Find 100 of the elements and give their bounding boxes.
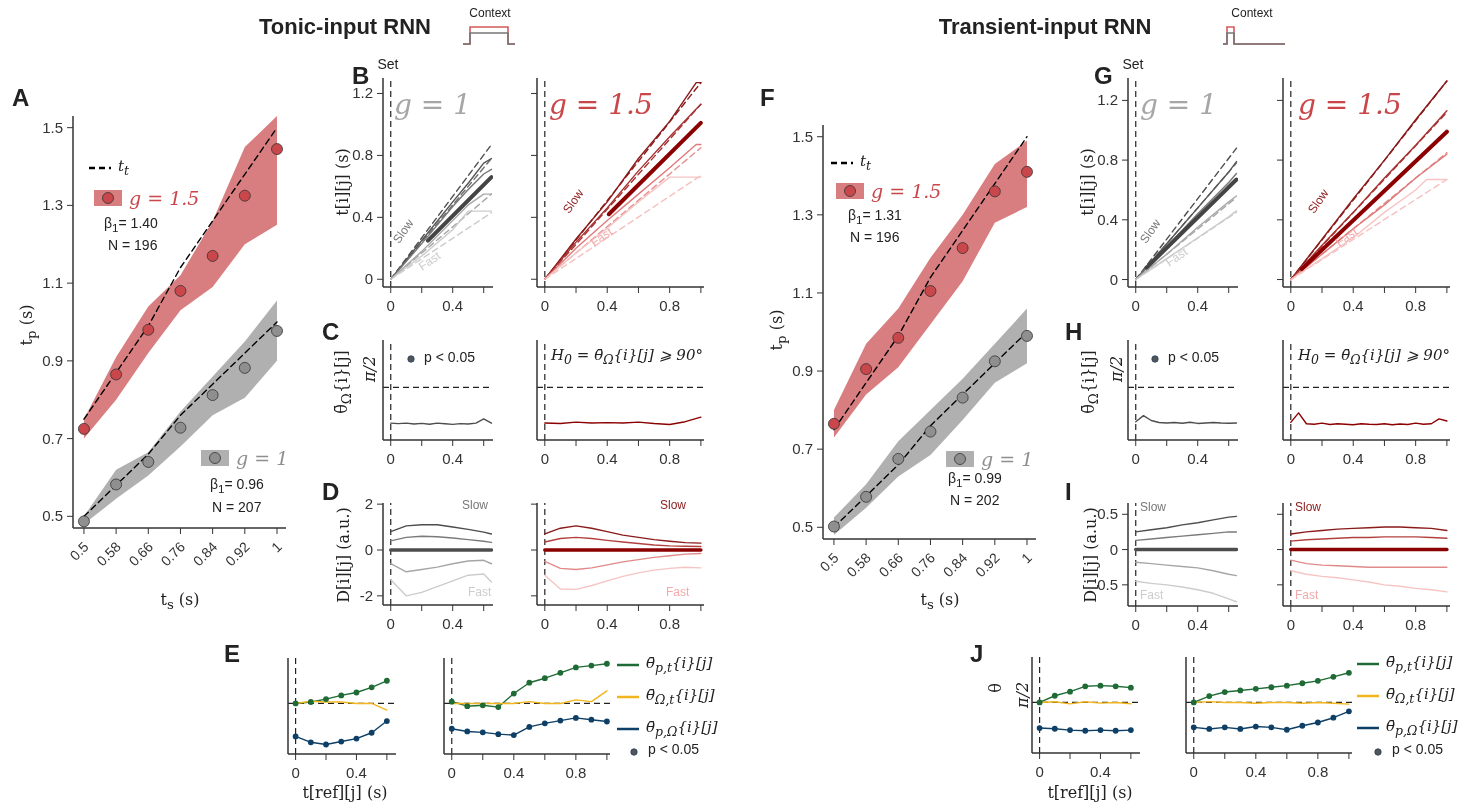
x-tick-label: 0.8 xyxy=(659,450,681,467)
annotation: β$_{1}$= 1.40 xyxy=(104,215,158,234)
x-tick-label: 0.8 xyxy=(1405,450,1427,467)
y-tick-label: 0.7 xyxy=(792,440,813,458)
y-axis-title: θ xyxy=(985,683,1005,693)
annotation: g = 1.5 xyxy=(549,88,653,121)
annotation: β$_{1}$= 0.96 xyxy=(210,476,264,495)
annotation: Fast xyxy=(1295,588,1319,602)
annotation: Fast xyxy=(588,224,616,250)
x-tick-label: 0.8 xyxy=(565,764,587,781)
legend-label: t$_{t}$ xyxy=(118,157,130,178)
text: p < 0.05 xyxy=(648,741,699,757)
annotation: Slow xyxy=(1140,500,1167,514)
x-tick-label: 0.4 xyxy=(596,450,618,467)
x-tick-label: 0 xyxy=(540,615,549,632)
legend-label: θ̄$_{p,t}${i}[j] xyxy=(1386,653,1453,674)
x-tick-label: 0 xyxy=(540,297,549,314)
y-tick-label: 1.1 xyxy=(42,274,63,292)
y-tick-label: 0 xyxy=(1109,270,1118,288)
y-tick-label: 1.3 xyxy=(42,196,63,214)
annotation: Slow xyxy=(462,498,489,512)
y-tick-label: 0.9 xyxy=(792,362,813,380)
annotation: N = 207 xyxy=(212,499,262,515)
x-tick-label: 0.5 xyxy=(66,538,92,564)
ref-line-label: Set xyxy=(1122,56,1144,72)
y-tick-label: 0.8 xyxy=(352,146,373,164)
y-tick-label: 0.5 xyxy=(792,518,813,536)
chart-title: D xyxy=(322,478,340,506)
ref-line-label: Set xyxy=(377,56,399,72)
annotation: g = 1.5 xyxy=(1298,88,1402,121)
y-tick-label: 0.5 xyxy=(1097,505,1118,523)
x-axis-title: t[ref][j] (s) xyxy=(302,783,388,802)
x-tick-label: 0.4 xyxy=(503,764,525,781)
x-tick-label: 1 xyxy=(1017,549,1035,567)
legend-label: θ̄$_{p,t}${i}[j] xyxy=(646,654,713,675)
legend-label: θ̄$_{Ω,t}${i}[j] xyxy=(646,686,715,707)
text: p < 0.05 xyxy=(1168,349,1219,365)
y-tick-label: 0 xyxy=(364,270,373,288)
x-tick-label: 0 xyxy=(386,450,395,467)
x-axis-title: t$_{s}$ (s) xyxy=(920,590,960,613)
x-tick-label: 0.4 xyxy=(442,450,464,467)
text: H$_{0}$ = θ̄$_{Ω}${i}[j] ⩾ 90° xyxy=(551,346,703,367)
y-tick-label: 2 xyxy=(364,495,373,513)
x-tick-label: 1 xyxy=(267,538,285,556)
x-tick-label: 0 xyxy=(1286,297,1295,314)
text: p < 0.05 xyxy=(1392,741,1443,757)
ref-line-label: π/2 xyxy=(1107,355,1126,382)
x-tick-label: 0 xyxy=(386,615,395,632)
annotation: β$_{1}$= 0.99 xyxy=(948,470,1002,489)
legend-label: θ̄$_{p,Ω}${i}[j] xyxy=(1386,717,1458,738)
annotation: g = 1 xyxy=(394,88,471,121)
x-tick-label: 0.4 xyxy=(1187,297,1209,314)
x-tick-label: 0.8 xyxy=(1405,616,1427,633)
x-tick-label: 0 xyxy=(291,764,300,781)
annotation: N = 196 xyxy=(850,229,900,245)
annotation: N = 202 xyxy=(950,492,1000,508)
y-tick-label: -2 xyxy=(359,586,373,604)
y-tick-label: 0.5 xyxy=(1097,575,1118,593)
annotation: Fast xyxy=(666,585,690,599)
ref-line-label: π/2 xyxy=(360,355,379,382)
y-tick-label: 1.3 xyxy=(792,205,813,223)
y-tick-label: 0.5 xyxy=(42,507,63,525)
text: Context xyxy=(1231,6,1273,20)
legend-label: θ̄$_{Ω,t}${i}[j] xyxy=(1386,685,1455,706)
chart-title: A xyxy=(12,84,30,112)
x-tick-label: 0 xyxy=(1131,450,1140,467)
annotation: g = 1 xyxy=(1140,88,1217,121)
x-tick-label: 0.4 xyxy=(596,297,618,314)
annotation: Slow xyxy=(660,498,687,512)
chart-title: G xyxy=(1094,62,1113,90)
annotation: N = 196 xyxy=(108,237,158,253)
text: Tonic-input RNN xyxy=(259,14,431,40)
x-tick-label: 0.4 xyxy=(442,297,464,314)
chart-title: J xyxy=(970,640,984,668)
x-tick-label: 0.4 xyxy=(1342,450,1364,467)
y-tick-label: 1.1 xyxy=(792,283,813,301)
annotation: β$_{1}$= 1.31 xyxy=(848,207,902,226)
chart-title: I xyxy=(1065,478,1072,506)
x-tick-label: 0.4 xyxy=(1342,616,1364,633)
y-axis-title: t[i][j] (s) xyxy=(332,148,352,216)
x-tick-label: 0 xyxy=(1131,297,1140,314)
x-tick-label: 0 xyxy=(386,297,395,314)
x-tick-label: 0.4 xyxy=(1245,763,1267,780)
x-tick-label: 0 xyxy=(1286,450,1295,467)
legend-label: g = 1.5 xyxy=(129,187,200,209)
ref-line-label: π/2 xyxy=(1013,681,1032,708)
y-axis-title: D[i][j] (a.u.) xyxy=(333,507,353,603)
chart-title: H xyxy=(1065,318,1083,346)
legend-label: g = 1.5 xyxy=(871,180,942,202)
text: Transient-input RNN xyxy=(938,14,1152,40)
y-tick-label: 0.8 xyxy=(1097,151,1118,169)
text: Context xyxy=(469,6,511,20)
text: p < 0.05 xyxy=(424,349,475,365)
legend-label: g = 1 xyxy=(981,448,1034,470)
x-tick-label: 0.4 xyxy=(1187,450,1209,467)
x-tick-label: 0 xyxy=(1189,763,1198,780)
x-tick-label: 0.4 xyxy=(1187,616,1209,633)
x-tick-label: 0.5 xyxy=(816,549,842,575)
x-tick-label: 0.8 xyxy=(659,297,681,314)
y-tick-label: 0.4 xyxy=(352,208,373,226)
